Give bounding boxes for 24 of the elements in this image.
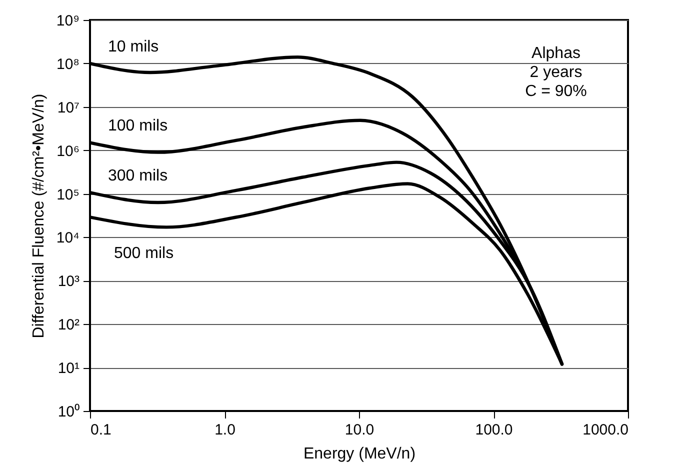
series-label: 300 mils <box>108 168 168 184</box>
y-tick-label: 10⁷ <box>57 99 80 116</box>
y-axis-title: Differential Fluence (#/cm²•MeV/n) <box>30 94 48 338</box>
x-axis-title: Energy (MeV/n) <box>303 446 416 462</box>
y-tick-label: 10⁶ <box>56 142 80 160</box>
y-tick-label: 10³ <box>58 273 80 290</box>
y-tick-label: 10⁸ <box>56 56 80 73</box>
y-tick-label: 10² <box>58 316 80 334</box>
y-tick-label: 10⁵ <box>56 186 80 204</box>
annotation: Alphas <box>532 45 580 62</box>
y-tick-label: 10⁰ <box>58 404 80 420</box>
annotation: 2 years <box>530 64 582 81</box>
annotation: C = 90% <box>525 83 587 100</box>
series-label: 10 mils <box>108 38 159 56</box>
x-tick-label: 0.1 <box>90 422 112 438</box>
x-tick-label: 1000.0 <box>582 422 628 438</box>
y-tick-label: 10¹ <box>58 360 80 378</box>
series-label: 500 mils <box>114 245 174 262</box>
y-tick-label: 10⁹ <box>56 12 80 30</box>
x-tick-label: 10.0 <box>344 422 374 438</box>
y-tick-label: 10⁴ <box>56 230 80 247</box>
x-tick-label: 100.0 <box>475 422 513 438</box>
series-label: 100 mils <box>108 118 168 135</box>
x-tick-label: 1.0 <box>214 422 236 438</box>
